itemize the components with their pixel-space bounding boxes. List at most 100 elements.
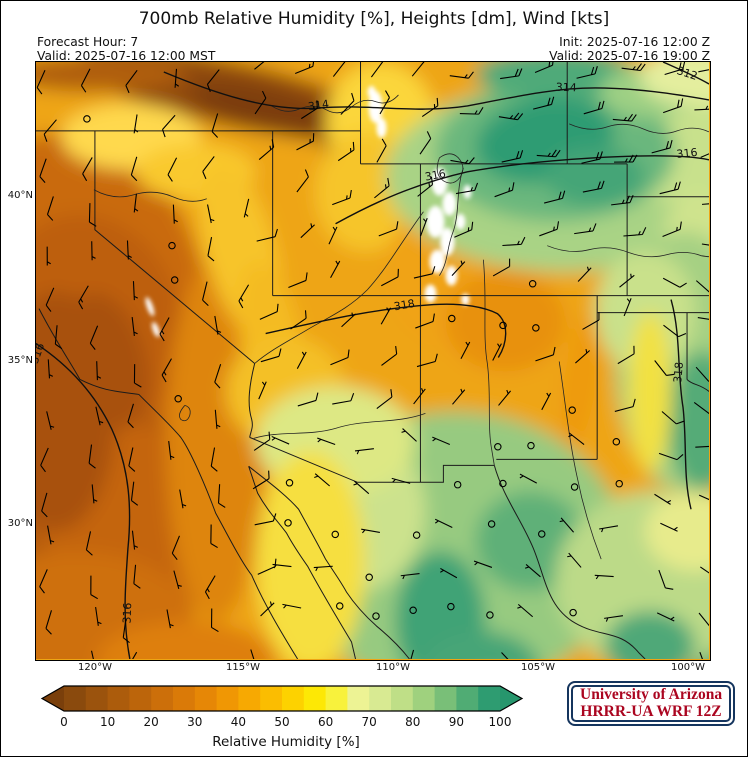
wind-barb	[210, 447, 218, 472]
contour-label: 316	[36, 341, 47, 365]
wind-barb	[131, 530, 138, 550]
calm-wind-circle	[447, 602, 455, 611]
wind-barb	[210, 524, 218, 549]
wind-barb	[411, 62, 425, 77]
wind-barb	[80, 68, 91, 93]
wind-barb	[374, 177, 390, 199]
wind-barb	[90, 650, 94, 659]
branding-box: University of Arizona HRRR-UA WRF 12Z	[567, 681, 736, 726]
wind-barb	[694, 105, 709, 111]
wind-barb	[541, 392, 552, 411]
wind-barb	[313, 565, 333, 572]
wind-barb	[449, 71, 474, 79]
wind-barb	[89, 325, 99, 350]
wind-barb	[54, 325, 63, 350]
wind-barb	[41, 492, 48, 518]
colorbar-tick-label: 90	[449, 715, 464, 729]
salton-sea	[179, 405, 191, 422]
wind-barb	[161, 358, 172, 383]
wind-barb	[434, 518, 453, 529]
colorbar-segment	[173, 686, 196, 711]
wind-barb	[214, 315, 222, 335]
contour-label: 316	[424, 167, 447, 183]
wind-barb	[354, 448, 374, 455]
branding-line1: University of Arizona	[580, 686, 723, 703]
wind-barb	[473, 560, 493, 568]
contour-label: 318	[671, 361, 686, 383]
wind-barb	[410, 649, 415, 659]
wind-barb	[271, 435, 290, 445]
wind-barb	[126, 240, 132, 260]
colorbar-segment	[303, 686, 327, 711]
wind-barb	[519, 473, 538, 484]
valid-local-label: Valid: 2025-07-16 12:00 MST	[37, 49, 216, 64]
wind-barb	[46, 411, 55, 430]
colorbar-segment	[238, 686, 261, 711]
wind-barb	[128, 447, 136, 472]
wind-barb	[535, 346, 556, 362]
wind-barb	[133, 114, 139, 134]
wind-barb	[492, 343, 502, 361]
wind-barb	[282, 603, 302, 609]
wind-barb	[417, 176, 434, 197]
wind-barb	[46, 196, 54, 221]
wind-barb	[159, 317, 170, 342]
wind-barb	[95, 607, 102, 626]
wind-barb	[36, 70, 46, 95]
wind-barb	[401, 428, 417, 442]
wind-barb	[91, 484, 98, 504]
lon-tick-label: 100°W	[671, 662, 705, 673]
wind-barb	[133, 364, 142, 388]
wind-barb	[432, 436, 450, 445]
wind-barb	[621, 63, 646, 72]
calm-wind-circle	[532, 324, 540, 332]
calm-wind-circle	[487, 520, 496, 528]
wind-barb	[416, 353, 438, 368]
wind-barb	[361, 528, 380, 534]
wind-barb	[202, 156, 215, 180]
wind-barb	[95, 406, 104, 426]
calm-wind-circle	[331, 530, 339, 539]
lat-tick-label: 40°N	[7, 190, 33, 201]
wind-barb	[125, 69, 138, 94]
wind-barb	[207, 204, 215, 224]
calm-wind-circle	[570, 483, 579, 491]
calm-wind-circle	[170, 276, 179, 284]
wind-barb	[88, 203, 97, 227]
wind-barb	[695, 280, 709, 293]
wind-barb	[501, 652, 509, 659]
wind-barb	[697, 317, 709, 320]
contour-label: 316	[121, 602, 135, 623]
wind-barb	[659, 181, 681, 195]
calm-wind-circle	[486, 611, 494, 619]
weather-map: 312 314 314 316 316 316 316 318 318	[36, 62, 709, 659]
calm-wind-circle	[174, 394, 182, 403]
wind-barb	[130, 156, 138, 182]
colorbar-segment	[347, 686, 370, 711]
lon-tick-label: 120°W	[78, 662, 112, 673]
calm-wind-circle	[83, 115, 91, 123]
wind-barb	[167, 157, 178, 182]
contour-label: 312	[675, 64, 699, 83]
wind-barb	[301, 100, 318, 120]
wind-barb	[330, 349, 350, 366]
wind-barb	[656, 612, 675, 622]
run-info-right: Init: 2025-07-16 12:00 Z Valid: 2025-07-…	[549, 35, 710, 63]
colorbar-tick-label: 50	[274, 715, 289, 729]
colorbar-svg: 0 10 20 30 40 50 60 70 80 90 100	[40, 685, 524, 729]
wind-barb	[39, 569, 48, 594]
wind-barb	[413, 388, 426, 405]
contour-label: 318	[393, 297, 416, 313]
contour-labels: 312 314 314 316 316 316 316 318 318	[36, 64, 699, 624]
wind-barb	[660, 522, 678, 532]
colorbar-segment	[369, 686, 392, 711]
calm-wind-circle	[569, 608, 577, 617]
wind-barb	[202, 281, 209, 306]
wind-barb	[623, 227, 647, 237]
lon-tick-label: 115°W	[226, 662, 260, 673]
calm-wind-circle	[336, 602, 344, 610]
wind-barb	[260, 348, 282, 363]
wind-barb	[533, 96, 555, 110]
wind-barb	[337, 141, 355, 162]
contour-label: 314	[556, 81, 577, 95]
